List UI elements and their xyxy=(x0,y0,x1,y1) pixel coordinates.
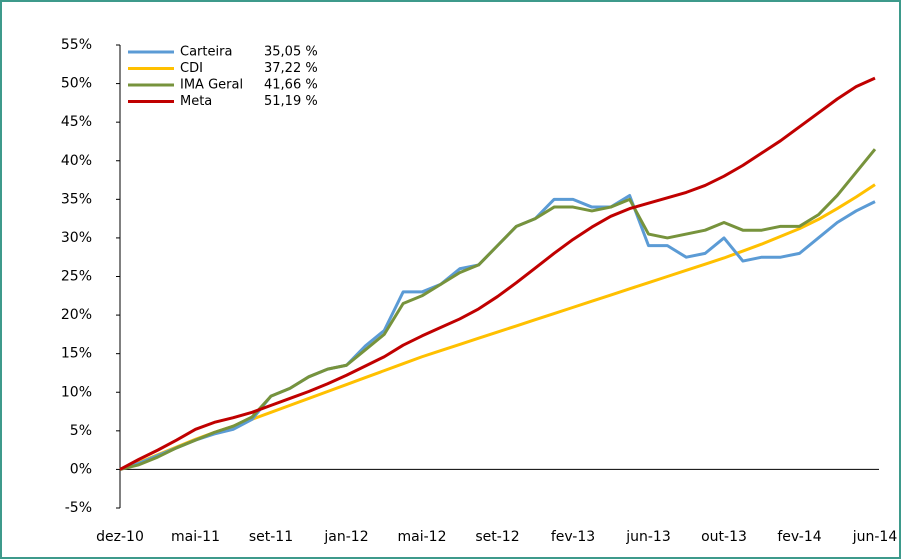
y-tick-label: 20% xyxy=(61,307,92,323)
y-tick-label: 35% xyxy=(61,191,92,207)
x-tick-label: mai-11 xyxy=(171,529,220,545)
series-line xyxy=(119,76,876,471)
y-tick-label: 15% xyxy=(61,346,92,362)
y-tick-label: -5% xyxy=(65,500,92,516)
y-tick-label: 50% xyxy=(61,76,92,92)
y-tick-label: 25% xyxy=(61,269,92,285)
y-tick-label: 40% xyxy=(61,153,92,169)
legend-value: 51,19 % xyxy=(264,94,318,109)
legend-value: 35,05 % xyxy=(264,45,318,60)
x-tick-label: jun-14 xyxy=(852,529,898,545)
x-tick-label: set-12 xyxy=(475,529,519,545)
x-tick-label: dez-10 xyxy=(96,529,144,545)
legend-value: 37,22 % xyxy=(264,61,318,76)
x-tick-label: fev-14 xyxy=(777,529,821,545)
x-tick-label: jan-12 xyxy=(323,529,368,545)
x-tick-label: mai-12 xyxy=(398,529,447,545)
y-tick-label: 10% xyxy=(61,384,92,400)
legend-label: CDI xyxy=(180,61,203,76)
series-line xyxy=(119,148,877,471)
x-tick-label: jun-13 xyxy=(625,529,671,545)
y-tick-label: 0% xyxy=(70,461,92,477)
legend-label: IMA Geral xyxy=(180,78,243,93)
x-tick-label: out-13 xyxy=(701,529,747,545)
y-tick-label: 55% xyxy=(61,37,92,53)
x-tick-label: set-11 xyxy=(249,529,293,545)
y-tick-label: 30% xyxy=(61,230,92,246)
legend-label: Meta xyxy=(180,94,212,109)
y-tick-label: 45% xyxy=(61,114,92,130)
legend-value: 41,66 % xyxy=(264,78,318,93)
y-tick-label: 5% xyxy=(70,423,92,439)
x-tick-label: fev-13 xyxy=(551,529,595,545)
legend-label: Carteira xyxy=(180,45,232,60)
legend: Carteira 35,05 % CDI 37,22 % IMA Geral 41,66 … xyxy=(128,45,318,109)
